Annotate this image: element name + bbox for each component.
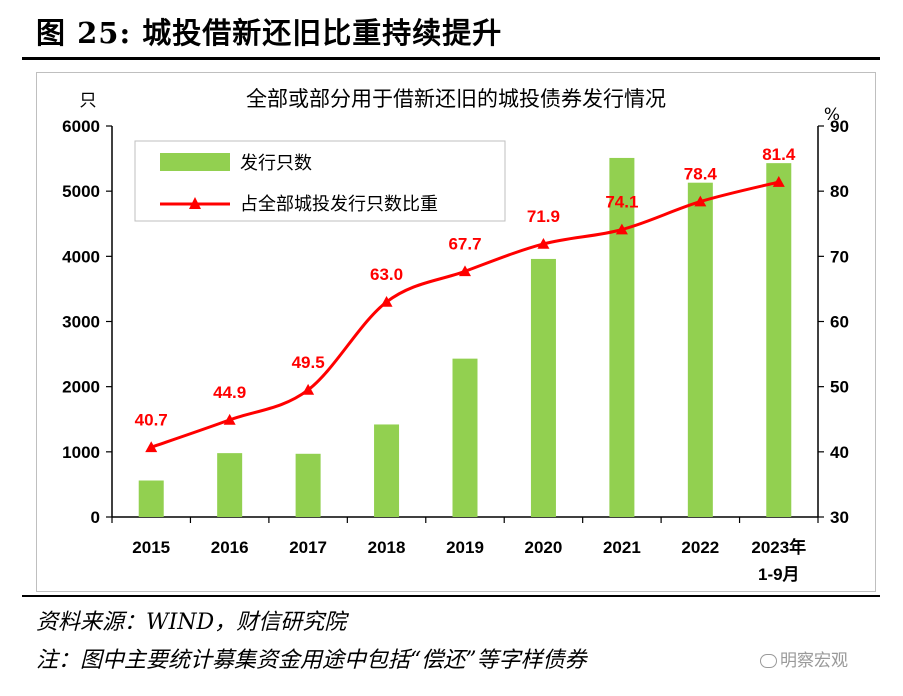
right-tick-label: 60 (830, 313, 849, 332)
right-tick-label: 30 (830, 508, 849, 527)
right-tick-label: 80 (830, 182, 849, 201)
legend-label-bars: 发行只数 (240, 153, 312, 174)
ratio-marker (694, 195, 707, 207)
left-tick-label: 2000 (62, 378, 100, 397)
bottom-rule (22, 595, 880, 597)
legend-swatch-bars (160, 153, 230, 171)
x-tick-label: 2016 (211, 538, 249, 557)
wechat-icon (760, 654, 777, 668)
right-tick-label: 90 (830, 117, 849, 136)
top-rule (22, 57, 880, 60)
right-tick-label: 40 (830, 443, 849, 462)
bars (138, 157, 792, 517)
x-tick-label: 2019 (446, 538, 484, 557)
x-tick-label: 2020 (525, 538, 563, 557)
left-tick-label: 0 (91, 508, 100, 527)
ratio-marker (145, 441, 158, 453)
x-tick-label: 2015 (132, 538, 170, 557)
x-tick-label: 1-9月 (758, 565, 800, 584)
left-tick-label: 4000 (62, 247, 100, 266)
ratio-marker (615, 223, 628, 235)
bar (295, 453, 321, 517)
ratio-marker (223, 413, 236, 425)
left-tick-label: 1000 (62, 443, 100, 462)
ratio-data-label: 74.1 (605, 193, 638, 212)
bar (452, 358, 478, 517)
bar (374, 424, 400, 517)
ratio-data-label: 78.4 (684, 165, 718, 184)
left-axis-unit: 只 (80, 91, 97, 111)
ratio-data-label: 71.9 (527, 207, 560, 226)
watermark-text: 明察宏观 (780, 651, 848, 671)
bar (609, 157, 635, 517)
x-tick-label: 2018 (368, 538, 406, 557)
right-tick-label: 70 (830, 247, 849, 266)
data-labels: 40.7 44.9 49.5 63.0 67.7 71.9 74.1 78.4 81.4 (135, 145, 796, 429)
ratio-data-label: 49.5 (292, 353, 325, 372)
bar (530, 258, 556, 517)
chart-frame (36, 72, 876, 592)
bar (687, 182, 713, 517)
left-tick-label: 5000 (62, 182, 100, 201)
left-tick-label: 6000 (62, 117, 100, 136)
footnote: 注：图中主要统计募集资金用途中包括“偿还”等字样债券 (36, 648, 587, 673)
left-tick-label: 3000 (62, 313, 100, 332)
bar (217, 453, 243, 517)
legend-label-line: 占全部城投发行只数比重 (240, 194, 438, 215)
ratio-data-label: 44.9 (213, 383, 246, 402)
ratio-data-label: 40.7 (135, 410, 168, 429)
ratio-marker (380, 295, 393, 307)
watermark: 明察宏观 (760, 646, 848, 671)
right-axis-unit: % (824, 105, 840, 125)
ratio-data-label: 63.0 (370, 265, 403, 284)
ratio-data-label: 67.7 (448, 234, 481, 253)
right-tick-label: 50 (830, 378, 849, 397)
ratio-data-label: 81.4 (762, 145, 796, 164)
x-tick-label: 2023年 (751, 537, 806, 557)
ratio-marker (302, 383, 315, 395)
ratio-marker (537, 237, 550, 249)
x-tick-label: 2022 (681, 538, 719, 557)
x-tick-label: 2017 (289, 538, 327, 557)
legend-marker-line (189, 197, 201, 209)
source-note: 资料来源：WIND，财信研究院 (36, 610, 347, 635)
figure-title: 图 25: 城投借新还旧比重持续提升 (36, 16, 503, 50)
x-tick-label: 2021 (603, 538, 641, 557)
line-series (145, 176, 785, 453)
bar (766, 163, 792, 517)
bar (138, 480, 164, 517)
ratio-marker (772, 176, 785, 187)
chart-title: 全部或部分用于借新还旧的城投债券发行情况 (246, 87, 666, 111)
ratio-marker (459, 265, 471, 277)
chart: 全部或部分用于借新还旧的城投债券发行情况 0 1000 2000 3000 4000 500… (62, 87, 849, 584)
